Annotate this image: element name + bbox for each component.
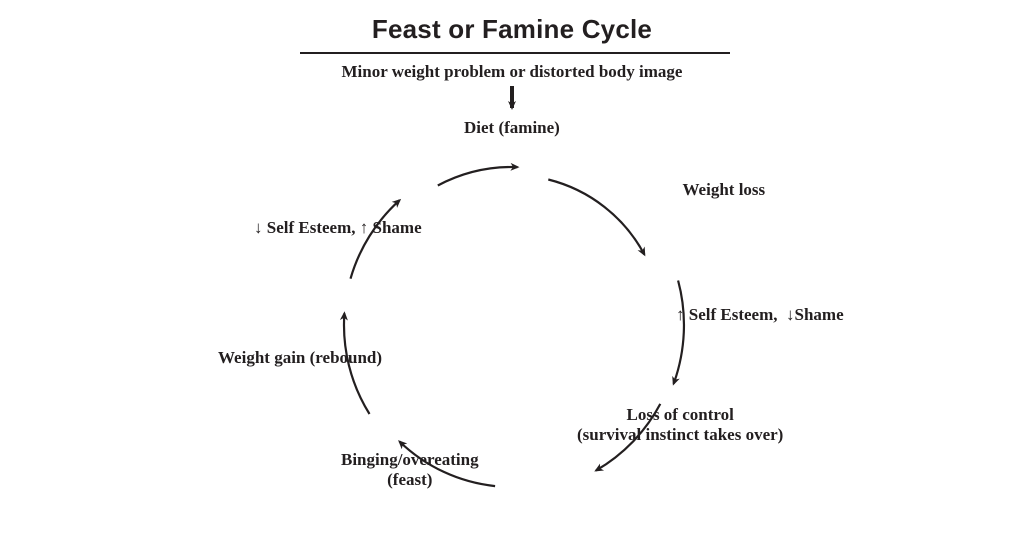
node-n4: Binging/overeating(feast) — [341, 450, 479, 491]
node-n3: Loss of control(survival instinct takes … — [577, 405, 783, 446]
node-n0: Diet (famine) — [464, 118, 560, 138]
cycle-arrow-6 — [438, 167, 518, 185]
diagram-stage: Feast or Famine Cycle Minor weight probl… — [0, 0, 1024, 536]
node-n5: Weight gain (rebound) — [218, 348, 382, 368]
title-underline — [300, 52, 730, 54]
cycle-arrow-1 — [674, 281, 684, 384]
node-n1: Weight loss — [683, 180, 766, 200]
cycle-arrow-0 — [548, 180, 644, 255]
diagram-title: Feast or Famine Cycle — [0, 14, 1024, 45]
cycle-arrow-5 — [351, 200, 400, 279]
node-intro: Minor weight problem or distorted body i… — [342, 62, 683, 82]
node-n6: ↓ Self Esteem, ↑ Shame — [254, 218, 422, 238]
node-n2: ↑ Self Esteem, ↓Shame — [676, 305, 844, 325]
